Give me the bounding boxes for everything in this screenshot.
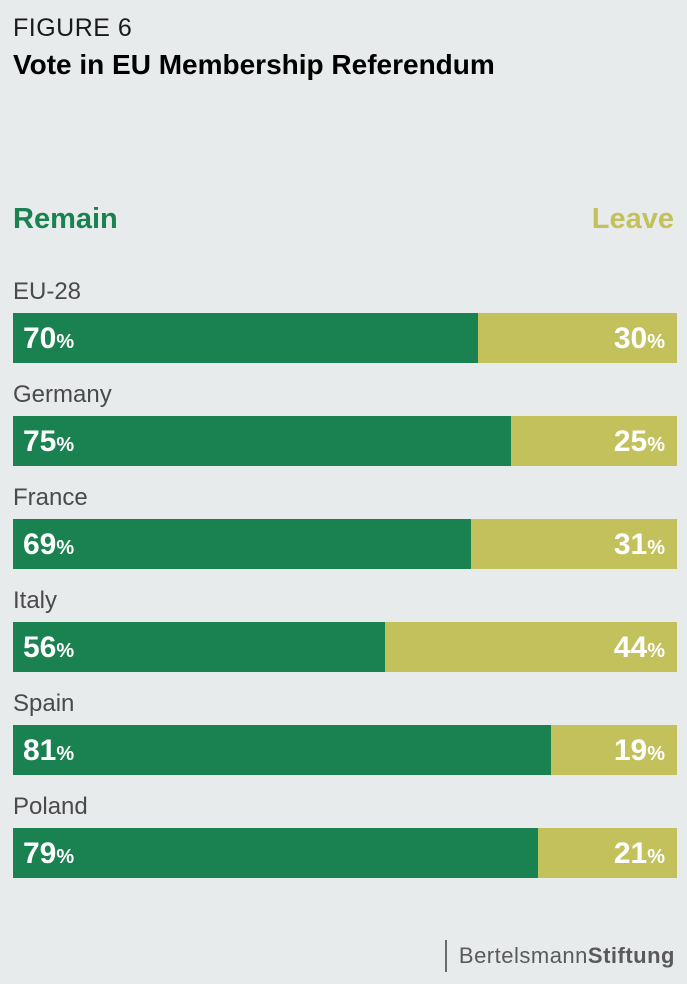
chart-title: Vote in EU Membership Referendum — [13, 49, 495, 80]
bar-segment-leave: 25% — [511, 416, 677, 466]
data-label-remain: 56% — [23, 622, 74, 672]
category-label: EU-28 — [13, 278, 82, 305]
data-label-leave-value: 44 — [613, 631, 648, 664]
legend-remain: Remain — [13, 203, 118, 235]
data-label-remain: 79% — [23, 828, 74, 878]
data-label-leave: 21% — [614, 828, 665, 878]
data-label-remain-value: 69 — [23, 528, 57, 561]
data-label-unit: % — [56, 640, 75, 662]
bar-segment-leave: 44% — [384, 622, 677, 672]
category-label: Germany — [13, 381, 112, 408]
figure-label: FIGURE 6 — [13, 14, 133, 42]
data-label-leave-value: 19 — [613, 734, 648, 767]
bar-segment-remain: 79% — [13, 828, 538, 878]
data-label-remain: 81% — [23, 725, 74, 775]
data-label-unit: % — [647, 434, 665, 456]
data-label-unit: % — [647, 537, 665, 559]
data-label-remain-value: 56 — [23, 631, 57, 664]
brand-footer: Bertelsmann Stiftung — [444, 940, 675, 972]
data-label-remain-value: 81 — [23, 734, 57, 767]
data-label-unit: % — [56, 743, 75, 765]
data-label-remain-value: 75 — [23, 425, 57, 458]
data-label-unit: % — [647, 331, 665, 353]
data-label-leave-value: 25 — [613, 425, 648, 458]
data-label-unit: % — [56, 331, 75, 353]
stacked-bar: 75% 25% — [13, 416, 677, 466]
data-label-leave: 31% — [614, 519, 665, 569]
data-label-unit: % — [647, 846, 665, 868]
data-label-unit: % — [647, 640, 665, 662]
stacked-bar: 81% 19% — [13, 725, 677, 775]
bar-segment-remain: 81% — [13, 725, 551, 775]
bar-segment-leave: 31% — [471, 519, 677, 569]
data-label-unit: % — [56, 537, 75, 559]
stacked-bar: 56% 44% — [13, 622, 677, 672]
category-label: France — [13, 484, 88, 511]
category-label: Spain — [13, 690, 75, 717]
data-label-leave: 44% — [614, 622, 665, 672]
brand-name-light: Bertelsmann — [458, 943, 588, 968]
data-label-remain: 69% — [23, 519, 74, 569]
data-label-remain-value: 70 — [23, 322, 57, 355]
category-label: Italy — [13, 587, 58, 614]
data-label-leave: 19% — [614, 725, 665, 775]
data-label-leave-value: 21 — [613, 837, 648, 870]
bar-segment-leave: 30% — [477, 313, 677, 363]
stacked-bar: 70% 30% — [13, 313, 677, 363]
data-label-unit: % — [56, 434, 75, 456]
stacked-bar: 79% 21% — [13, 828, 677, 878]
data-label-leave: 30% — [614, 313, 665, 363]
data-label-leave-value: 30 — [613, 322, 648, 355]
bar-segment-remain: 75% — [13, 416, 511, 466]
bar-segment-remain: 70% — [13, 313, 478, 363]
data-label-leave: 25% — [614, 416, 665, 466]
bar-segment-remain: 56% — [13, 622, 385, 672]
data-label-remain-value: 79 — [23, 837, 57, 870]
data-label-remain: 75% — [23, 416, 74, 466]
bar-segment-remain: 69% — [13, 519, 472, 569]
bar-segment-leave: 19% — [550, 725, 677, 775]
data-label-unit: % — [647, 743, 665, 765]
legend-leave: Leave — [591, 203, 674, 235]
footer-divider — [444, 940, 447, 972]
stacked-bar: 69% 31% — [13, 519, 677, 569]
data-label-remain: 70% — [23, 313, 74, 363]
data-label-unit: % — [56, 846, 75, 868]
data-label-leave-value: 31 — [613, 528, 648, 561]
bar-segment-leave: 21% — [537, 828, 677, 878]
brand-name-bold: Stiftung — [587, 943, 675, 968]
category-label: Poland — [13, 793, 88, 820]
